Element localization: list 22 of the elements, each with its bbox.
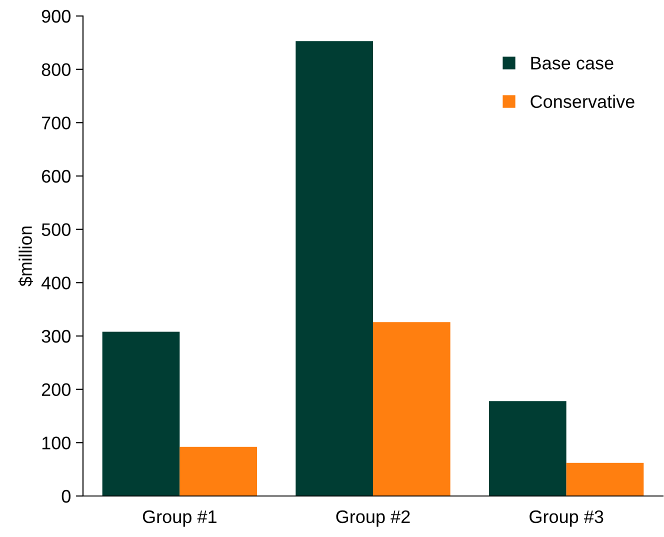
bar [296, 41, 373, 496]
y-axis-title: $million [18, 226, 34, 286]
bar [489, 401, 566, 496]
bar [180, 446, 257, 496]
y-tick-label: 100 [42, 436, 70, 450]
bar [373, 322, 450, 496]
y-tick-label: 900 [42, 10, 70, 23]
bar [102, 332, 180, 496]
y-tick-label: 600 [42, 170, 70, 183]
y-tick-label: 800 [42, 63, 70, 76]
x-tick-label: Group #1 [142, 510, 216, 527]
y-tick-label: 700 [42, 116, 70, 130]
y-tick-label: 400 [41, 276, 70, 290]
legend-label: Base case [531, 56, 614, 70]
x-tick-label: Group #3 [530, 510, 604, 527]
y-tick-label: 0 [62, 490, 70, 503]
bar [566, 462, 644, 496]
y-tick-label: 200 [42, 383, 70, 396]
y-tick-label: 300 [42, 330, 70, 343]
x-tick-label: Group #2 [336, 510, 410, 527]
legend-label: Conservative [530, 94, 634, 108]
y-tick-label: 500 [42, 223, 70, 236]
